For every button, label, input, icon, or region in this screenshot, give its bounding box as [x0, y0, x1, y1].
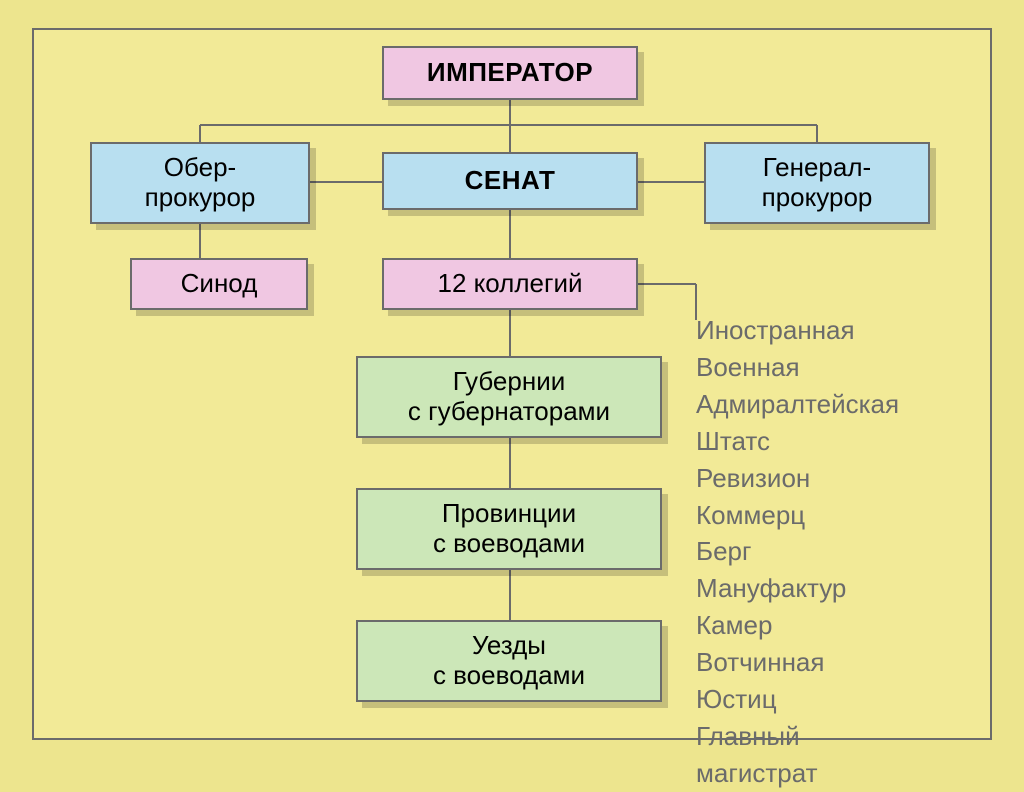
- list-item: Главный: [696, 718, 899, 755]
- node-synod: Синод: [130, 258, 308, 310]
- node-general-prokuror: Генерал-прокурор: [704, 142, 930, 224]
- list-item: Штатс: [696, 423, 899, 460]
- label: Уездыс воеводами: [433, 631, 585, 691]
- list-item: Берг: [696, 533, 899, 570]
- list-item: Коммерц: [696, 497, 899, 534]
- label: Генерал-прокурор: [762, 153, 873, 213]
- label: Обер-прокурор: [145, 153, 256, 213]
- label: СЕНАТ: [465, 166, 556, 196]
- node-senate: СЕНАТ: [382, 152, 638, 210]
- node-ober-prokuror: Обер-прокурор: [90, 142, 310, 224]
- list-item: Ревизион: [696, 460, 899, 497]
- node-emperor: ИМПЕРАТОР: [382, 46, 638, 100]
- label: Провинциис воеводами: [433, 499, 585, 559]
- list-item: Адмиралтейская: [696, 386, 899, 423]
- list-item: Вотчинная: [696, 644, 899, 681]
- label: Синод: [181, 269, 258, 299]
- diagram-frame: ИМПЕРАТОР Обер-прокурор СЕНАТ Генерал-пр…: [32, 28, 992, 740]
- label: 12 коллегий: [437, 269, 582, 299]
- list-item: Камер: [696, 607, 899, 644]
- list-item: магистрат: [696, 755, 899, 792]
- college-list: Иностранная Военная Адмиралтейская Штатс…: [696, 312, 899, 792]
- node-colleges: 12 коллегий: [382, 258, 638, 310]
- node-gubernii: Губерниис губернаторами: [356, 356, 662, 438]
- list-item: Иностранная: [696, 312, 899, 349]
- list-item: Юстиц: [696, 681, 899, 718]
- label: Губерниис губернаторами: [408, 367, 610, 427]
- list-item: Мануфактур: [696, 570, 899, 607]
- node-provincii: Провинциис воеводами: [356, 488, 662, 570]
- list-item: Военная: [696, 349, 899, 386]
- label: ИМПЕРАТОР: [427, 58, 593, 88]
- node-uezdy: Уездыс воеводами: [356, 620, 662, 702]
